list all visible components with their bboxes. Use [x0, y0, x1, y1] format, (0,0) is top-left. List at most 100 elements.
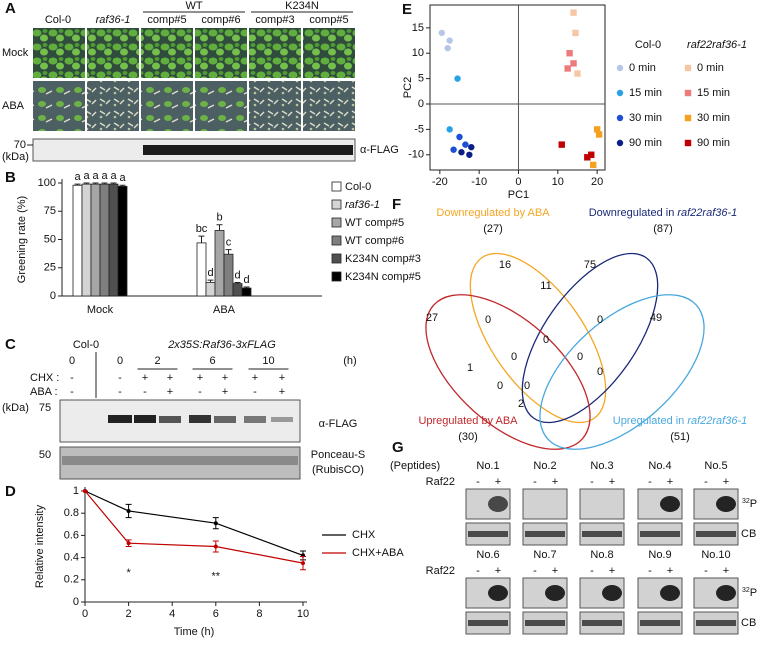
set-label-part: raf22raf36-1: [677, 207, 737, 219]
peptide-label: No.9: [648, 549, 671, 561]
legend-swatch: [331, 253, 342, 264]
legend-group-title: raf22raf36-1: [687, 39, 747, 51]
set-label: Upregulated by ABA: [418, 415, 518, 427]
region-count: 49: [650, 312, 662, 324]
significance-letter: a: [74, 171, 81, 183]
x-axis-label: Time (h): [174, 626, 215, 638]
peptide-label: No.10: [701, 549, 730, 561]
set-label: Downregulated by ABA: [436, 207, 550, 219]
significance-letter: bc: [196, 223, 208, 235]
treatment-sign: -: [590, 565, 594, 577]
legend-label: 90 min: [697, 137, 730, 149]
treatment-sign: +: [252, 372, 258, 384]
y-tick-label: 25: [44, 262, 56, 274]
point: [446, 37, 453, 44]
column-header: comp#5: [309, 14, 348, 26]
series-line: [84, 490, 304, 556]
region-count: 0: [577, 351, 583, 363]
y-axis-label: Relative intensity: [34, 504, 46, 588]
y-axis-label: Greening rate (%): [16, 196, 28, 283]
region-count: 1: [467, 362, 473, 374]
treatment-sign: +: [609, 565, 615, 577]
legend-label: 90 min: [629, 137, 662, 149]
legend-swatch: [331, 271, 342, 282]
point: [595, 131, 603, 138]
phospho-band: [660, 496, 680, 512]
peptide-label: No.8: [590, 549, 613, 561]
x-tick-label: 2: [126, 608, 132, 620]
significance-mark: *: [126, 567, 131, 579]
row-label: Mock: [2, 47, 29, 59]
bar: [241, 287, 252, 297]
error-bar: [101, 182, 108, 185]
y-tick-label: 15: [412, 22, 424, 34]
venn-ellipses: [425, 252, 705, 450]
x-tick-label: 4: [169, 608, 175, 620]
set-count: (87): [653, 223, 673, 235]
set-count: (30): [458, 431, 478, 443]
cbb-band: [582, 531, 622, 537]
region-count: 0: [597, 366, 603, 378]
region-count: 16: [499, 259, 511, 271]
treatment-sign: -: [198, 386, 202, 398]
set-label-part: Downregulated by ABA: [436, 207, 550, 219]
point: [83, 489, 87, 493]
treatment-sign: +: [723, 565, 729, 577]
panel-label: D: [5, 483, 16, 500]
treatment-sign: -: [70, 386, 74, 398]
isotope-element: P: [750, 587, 757, 599]
y-tick-label: 0.2: [64, 574, 79, 586]
time-label: 0: [69, 355, 75, 367]
treatment-sign: -: [590, 476, 594, 488]
significance-letter: a: [119, 172, 126, 184]
point: [126, 508, 131, 513]
bar: [99, 183, 110, 297]
blot-label: α-FLAG: [319, 418, 358, 430]
legend-swatch: [331, 199, 342, 210]
point: [590, 161, 597, 169]
significance-letter: a: [110, 170, 117, 182]
treatment-sign: +: [552, 476, 558, 488]
x-tick-label: 6: [213, 608, 219, 620]
bar: [214, 230, 225, 297]
point: [572, 29, 579, 37]
column-header: comp#5: [147, 14, 186, 26]
y-tick-label: 0: [418, 98, 424, 110]
point: [466, 151, 473, 158]
x-tick-label: ABA: [213, 304, 236, 316]
region-count: 0: [524, 380, 530, 392]
treatment-sign: -: [533, 476, 537, 488]
set-label-part: Upregulated in: [613, 415, 685, 427]
point: [444, 44, 451, 52]
legend-marker: [616, 139, 624, 147]
treatment-sign: -: [118, 372, 122, 384]
error-bar: [110, 182, 117, 185]
point: [570, 9, 577, 16]
treatment-sign: -: [253, 386, 257, 398]
region-count: 0: [543, 334, 549, 346]
column-header: raf36-1: [96, 14, 131, 26]
phospho-band: [716, 496, 736, 512]
treatment-sign: +: [279, 372, 285, 384]
cbb-band: [582, 620, 622, 626]
error-bar: [92, 182, 99, 185]
legend-marker: [684, 89, 692, 97]
isotope-label: 32P: [742, 498, 757, 510]
legend-marker: [616, 89, 624, 97]
significance-letter: a: [101, 170, 108, 182]
point: [450, 146, 457, 153]
y-tick-label: 0.8: [64, 507, 79, 519]
treatment-sign: -: [648, 565, 652, 577]
y-tick-label: -5: [414, 123, 424, 135]
treatment-sign: +: [495, 565, 501, 577]
peptide-label: No.2: [533, 460, 556, 472]
point: [462, 141, 469, 148]
x-tick-label: -10: [471, 176, 487, 188]
unit-label: (kDa): [2, 402, 29, 414]
point: [574, 70, 581, 77]
marker-label: 50: [39, 449, 51, 461]
treatment-sign: -: [70, 372, 74, 384]
time-unit: (h): [343, 355, 356, 367]
panel-label: E: [402, 1, 412, 18]
isotope-label: 32P: [742, 587, 757, 599]
